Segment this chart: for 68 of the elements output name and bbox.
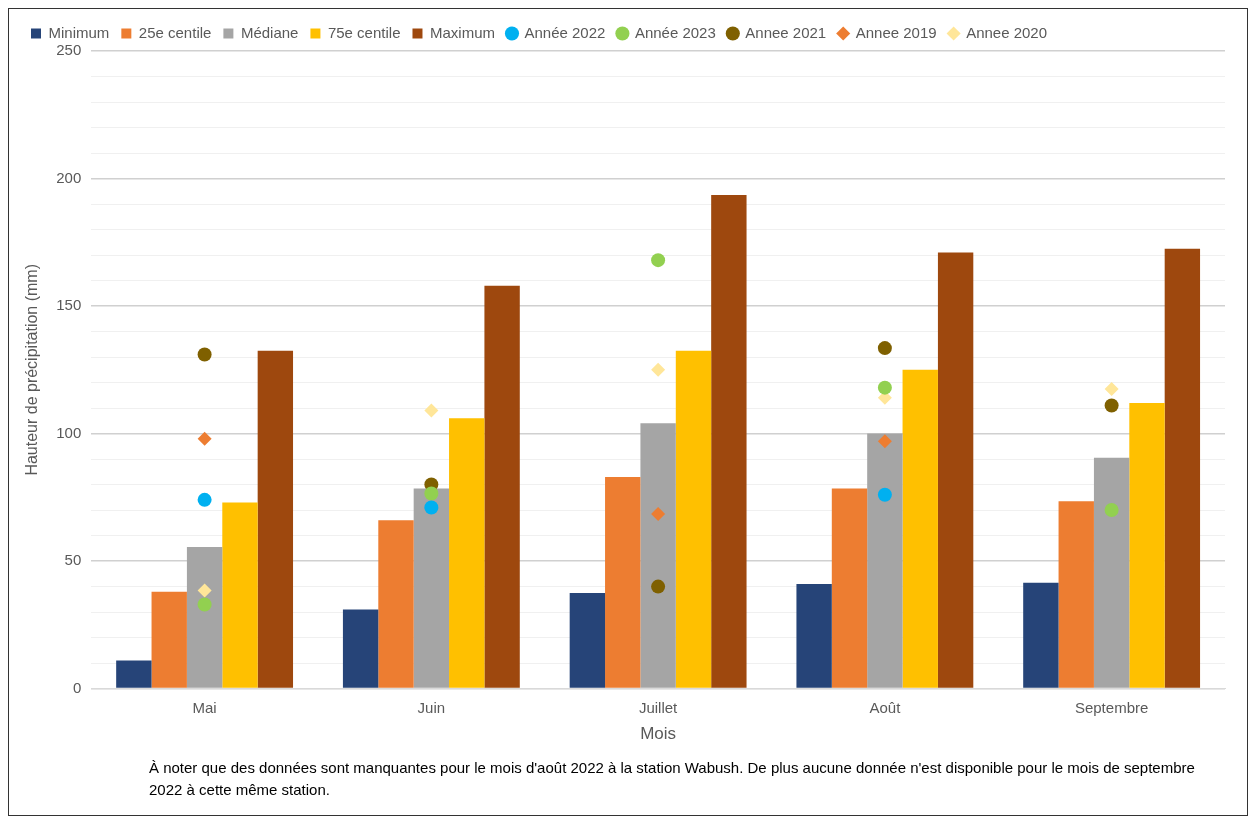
bar (675, 350, 712, 688)
bar (1129, 402, 1165, 688)
bar (831, 488, 868, 688)
point (197, 597, 212, 612)
bar (1023, 582, 1059, 688)
point (651, 506, 666, 521)
point (424, 403, 439, 418)
point (651, 253, 666, 268)
point (197, 492, 212, 507)
point (197, 583, 212, 598)
bar (116, 660, 152, 688)
x-tick-label: Juin (417, 698, 446, 716)
y-tick-label: 100 (56, 423, 82, 441)
point (424, 486, 439, 501)
x-tick-label: Août (869, 698, 902, 716)
y-tick-label: 150 (56, 296, 82, 314)
point (1104, 381, 1119, 396)
x-tick-label: Juillet (638, 698, 679, 716)
point (197, 347, 212, 362)
bar (1058, 501, 1094, 688)
legend-label: Année 2022 (524, 23, 606, 41)
text: À noter que des données sont manquantes pour le mois d'août 2022 à la station Wabush. De plus aucune donnée n'est disponible pour le mois de septembre 2022 à cette même station. (148, 758, 1196, 800)
y-tick-label: 250 (56, 41, 82, 59)
y-tick-label: 50 (64, 551, 82, 569)
legend-label: Médiane (240, 23, 299, 41)
point (877, 341, 892, 356)
y-tick-label: 200 (56, 168, 82, 186)
legend-label: Annee 2020 (966, 23, 1048, 41)
bar (605, 476, 641, 688)
bar (342, 609, 379, 688)
legend-label: Minimum (48, 23, 110, 41)
legend-label: 25e centile (138, 23, 212, 41)
bar (484, 285, 520, 688)
bar (413, 488, 450, 688)
point (1104, 503, 1119, 518)
bar (867, 433, 903, 688)
bar (151, 591, 187, 688)
point (1104, 398, 1119, 413)
point (651, 362, 666, 377)
y-tick-label: 0 (72, 678, 82, 696)
bar (1164, 248, 1201, 688)
bar (186, 547, 223, 688)
bar (257, 350, 294, 688)
point (197, 431, 212, 446)
bar (569, 592, 606, 688)
point (877, 487, 892, 502)
bar (222, 502, 258, 688)
x-axis-title: Mois (640, 724, 677, 744)
bar (711, 195, 747, 688)
legend-label: Année 2023 (634, 23, 716, 41)
bar (640, 423, 676, 688)
bar (902, 369, 938, 688)
y-axis-title: Hauteur de précipitation (mm) (23, 263, 41, 476)
legend-label: Maximum (429, 23, 495, 41)
bar (378, 520, 414, 688)
x-tick-label: Mai (192, 698, 217, 716)
point (424, 500, 439, 515)
bar (796, 584, 832, 688)
legend-label: 75e centile (327, 23, 401, 41)
bar (937, 252, 974, 688)
point (651, 579, 666, 594)
point (877, 434, 892, 449)
point (877, 380, 892, 395)
x-tick-label: Septembre (1074, 698, 1149, 716)
bar (1093, 457, 1130, 688)
bar (449, 418, 485, 688)
legend-label: Annee 2021 (745, 23, 827, 41)
legend-label: Annee 2019 (855, 23, 937, 41)
